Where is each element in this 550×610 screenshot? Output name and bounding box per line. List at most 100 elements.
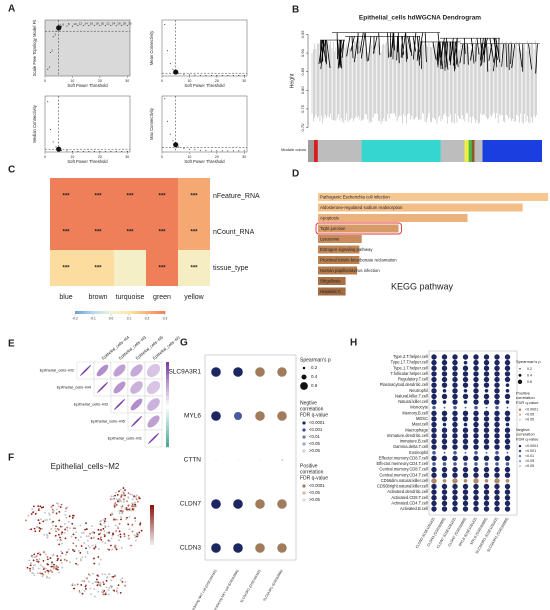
dot (473, 483, 479, 490)
dot (494, 506, 500, 512)
cell-dot (114, 502, 117, 504)
heat-cell (50, 250, 82, 286)
cell-dot (131, 502, 133, 505)
cell-dot (73, 584, 76, 587)
cell-dot (124, 507, 127, 509)
row-label: Epithelial_cells~M1 (108, 436, 143, 441)
dot (504, 371, 511, 377)
dot (441, 472, 448, 478)
cell-dot (72, 514, 75, 517)
cell-label: *** (126, 194, 134, 200)
dendrogram-cluster (528, 43, 533, 70)
dendrogram-cluster (480, 38, 484, 67)
bar-label: Hepatitis C (320, 289, 341, 294)
cell-dot (116, 518, 119, 521)
dot (211, 367, 221, 377)
point-label: 18 (95, 21, 99, 25)
dot (464, 451, 467, 454)
cell-dot (120, 510, 122, 512)
dendrogram-cluster (405, 32, 407, 62)
dot (504, 416, 511, 422)
cell-dot (38, 526, 41, 529)
cell-dot (106, 547, 109, 550)
cell-dot (57, 505, 60, 508)
dot (452, 388, 458, 394)
cell-label: *** (158, 230, 166, 236)
dot (484, 462, 489, 466)
point (66, 150, 68, 152)
heat-cell (178, 214, 210, 250)
dot (483, 444, 490, 450)
cell-dot (42, 520, 45, 523)
dendrogram-cluster (444, 41, 449, 70)
legend-size (518, 373, 522, 377)
point (99, 150, 101, 152)
corr-ellipse (130, 398, 143, 411)
point (66, 25, 68, 27)
point (205, 74, 207, 76)
cell-dot (36, 526, 39, 529)
cell-dot (120, 500, 123, 503)
dot (485, 406, 488, 409)
dot (473, 433, 479, 439)
colorbar-tick-label: 0.0 (109, 316, 114, 320)
x-tick-label: 10 (187, 155, 191, 159)
cell-dot (108, 539, 111, 542)
dot (483, 399, 490, 405)
dendrogram-cluster (492, 43, 497, 72)
point (243, 74, 245, 76)
cell-dot (46, 575, 48, 578)
cell-dot (59, 559, 62, 562)
cell-dot (85, 522, 87, 525)
bar (318, 256, 360, 264)
dot (494, 376, 500, 383)
legend-label: <0.001 (309, 427, 323, 432)
dot (494, 472, 500, 478)
cell-dot (128, 515, 131, 518)
dot (462, 365, 469, 371)
cell-dot (36, 559, 39, 562)
cell-dot (122, 494, 125, 497)
dot (463, 479, 468, 483)
cell-dot (96, 584, 99, 587)
cell-dot (139, 523, 141, 526)
cell-dot (98, 533, 100, 536)
colorbar-step (166, 387, 169, 392)
cell-dot (134, 496, 137, 498)
cell-dot (104, 591, 107, 594)
chart-title: Epithelial_cells~M2 (51, 462, 120, 471)
cell-dot (99, 583, 102, 585)
dot (452, 483, 458, 490)
cell-dot (86, 552, 89, 555)
point (210, 150, 212, 152)
point-label: 22 (106, 21, 110, 25)
cell-dot (74, 536, 77, 539)
dot (494, 466, 500, 473)
cell-dot (104, 520, 106, 523)
dendrogram-cluster (439, 41, 444, 70)
dot (495, 462, 499, 466)
cell-dot (133, 507, 135, 510)
row-label: Natural.killer.T.cell (395, 393, 428, 398)
dot (504, 438, 511, 445)
dot (441, 483, 448, 490)
cell-dot (56, 555, 59, 557)
colorbar-step (95, 311, 98, 314)
point-label: 8 (68, 22, 70, 26)
dendrogram-cluster (416, 36, 420, 61)
plot-frame (204, 354, 297, 561)
heat-cell (114, 214, 146, 250)
cell-dot (66, 551, 68, 554)
cell-dot (75, 545, 78, 547)
cell-dot (134, 539, 137, 542)
legend-swatch (302, 435, 306, 439)
cell-dot (117, 584, 120, 587)
dot (504, 500, 511, 507)
cell-dot (102, 583, 105, 586)
row-label: Memory.B.cell (402, 410, 428, 415)
dendrogram-cluster (359, 32, 364, 54)
dendrogram-cluster (368, 36, 372, 61)
colorbar-step (166, 391, 169, 397)
colorbar-step (166, 442, 169, 448)
cell-dot (118, 509, 121, 512)
